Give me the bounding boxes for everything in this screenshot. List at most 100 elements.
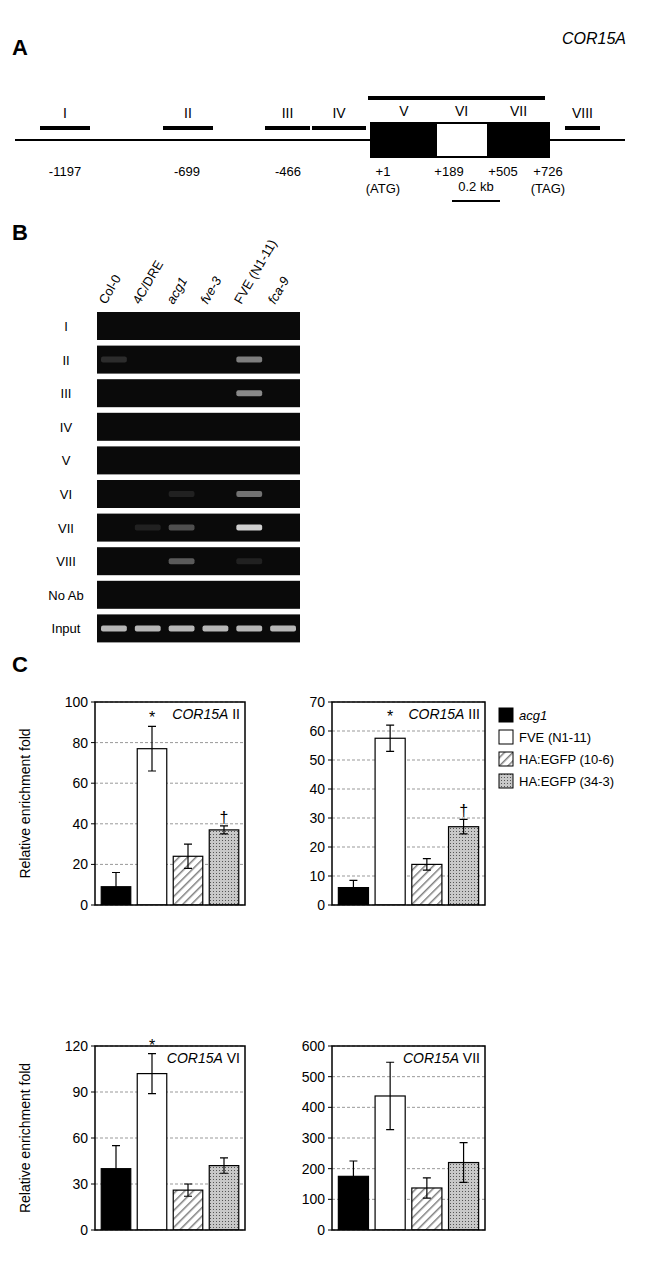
- chart: 0100200300400500600COR15A VII: [302, 1038, 485, 1238]
- annotations: *†: [112, 709, 228, 901]
- plot-bg: [332, 1046, 485, 1230]
- tick-label: 70: [309, 694, 325, 710]
- coordinate-label: +189: [434, 164, 463, 179]
- band: [101, 491, 127, 497]
- fragment-label: IV: [332, 105, 346, 121]
- gel-strip: [97, 480, 300, 508]
- plot-bg: [332, 702, 485, 905]
- tick-label: 40: [72, 816, 88, 832]
- band: [169, 323, 195, 329]
- intron: [436, 123, 488, 157]
- gel-strip: [97, 379, 300, 407]
- band: [101, 558, 127, 564]
- title-part: II: [228, 706, 240, 722]
- error-bar: [460, 819, 468, 834]
- row-label: II: [62, 353, 69, 368]
- panel-label: A: [12, 35, 28, 60]
- coordinate-label: +1: [376, 164, 391, 179]
- chart-title: COR15A III: [408, 706, 480, 722]
- bars: [101, 1074, 239, 1230]
- tick-label: 60: [72, 775, 88, 791]
- gel-strip: [97, 312, 300, 340]
- lane-label: 4C/DRE: [129, 257, 166, 306]
- gel-strip: [97, 514, 300, 542]
- gel-strip: [97, 346, 300, 374]
- band: [135, 424, 161, 430]
- plot-bg: [95, 1046, 245, 1230]
- tick-label: 30: [72, 1176, 88, 1192]
- tick-label: 30: [309, 810, 325, 826]
- band: [270, 625, 296, 631]
- legend-label: HA:EGFP (10-6): [519, 752, 614, 767]
- plot-frame: [332, 702, 485, 905]
- lane-label: fve-3: [197, 273, 225, 306]
- gel-strip: [97, 446, 300, 474]
- band: [236, 525, 262, 531]
- error-bar: [386, 725, 394, 751]
- plot-bg: [95, 702, 245, 905]
- bar: [137, 749, 167, 905]
- band: [169, 357, 195, 363]
- band: [236, 424, 262, 430]
- plot-frame: [95, 1046, 245, 1230]
- legend-swatch: [499, 730, 513, 744]
- bars: [338, 1096, 478, 1230]
- grid-line: [332, 1138, 485, 1139]
- fragment-bar: [418, 96, 505, 100]
- fragment-label: VI: [455, 103, 468, 119]
- gel-strip: [97, 614, 300, 642]
- band: [203, 457, 229, 463]
- tick-label: 0: [317, 1222, 325, 1238]
- fragment-label: VII: [510, 103, 527, 119]
- tick-label: 0: [80, 897, 88, 913]
- grid-line: [332, 760, 485, 761]
- bar: [375, 738, 405, 905]
- error-bar: [349, 1161, 357, 1192]
- band: [101, 424, 127, 430]
- annotations: *†: [349, 708, 468, 895]
- band: [135, 491, 161, 497]
- bar: [449, 827, 479, 905]
- axis-label: Relative enrichment fold: [17, 1063, 33, 1213]
- grid-line: [95, 1138, 245, 1139]
- band: [236, 457, 262, 463]
- band: [101, 592, 127, 598]
- coordinate-label: -1197: [49, 164, 81, 179]
- legend-label: acg1: [519, 708, 547, 723]
- lane-label: acg1: [163, 275, 190, 307]
- band: [101, 323, 127, 329]
- band: [203, 390, 229, 396]
- tick-label: 600: [302, 1038, 326, 1054]
- plot-frame: [95, 702, 245, 905]
- codon-label: (ATG): [366, 181, 400, 196]
- band: [101, 357, 127, 363]
- grid-line: [95, 742, 245, 743]
- fragment-bar: [40, 126, 90, 130]
- tick-label: 90: [72, 1084, 88, 1100]
- grid-line: [332, 731, 485, 732]
- fragment-bar: [312, 126, 366, 130]
- tick-label: 20: [72, 856, 88, 872]
- tick-label: 10: [309, 868, 325, 884]
- band: [270, 424, 296, 430]
- annotations: [349, 1062, 467, 1198]
- band: [101, 390, 127, 396]
- band: [270, 457, 296, 463]
- bars: [338, 738, 478, 905]
- title-part: COR15A: [172, 706, 228, 722]
- fragment-label: III: [282, 105, 294, 121]
- chart-title: COR15A II: [172, 706, 240, 722]
- title-part: VI: [223, 1050, 240, 1066]
- annotation: *: [149, 709, 155, 726]
- tick-label: 120: [65, 1038, 89, 1054]
- grid-line: [332, 1076, 485, 1077]
- error-bar: [184, 1184, 192, 1196]
- row-label: Input: [52, 621, 81, 636]
- band: [236, 357, 262, 363]
- error-bar: [112, 873, 120, 901]
- bar: [209, 1166, 239, 1230]
- row-label: VIII: [56, 554, 76, 569]
- bars: [101, 749, 239, 905]
- band: [169, 592, 195, 598]
- band: [203, 592, 229, 598]
